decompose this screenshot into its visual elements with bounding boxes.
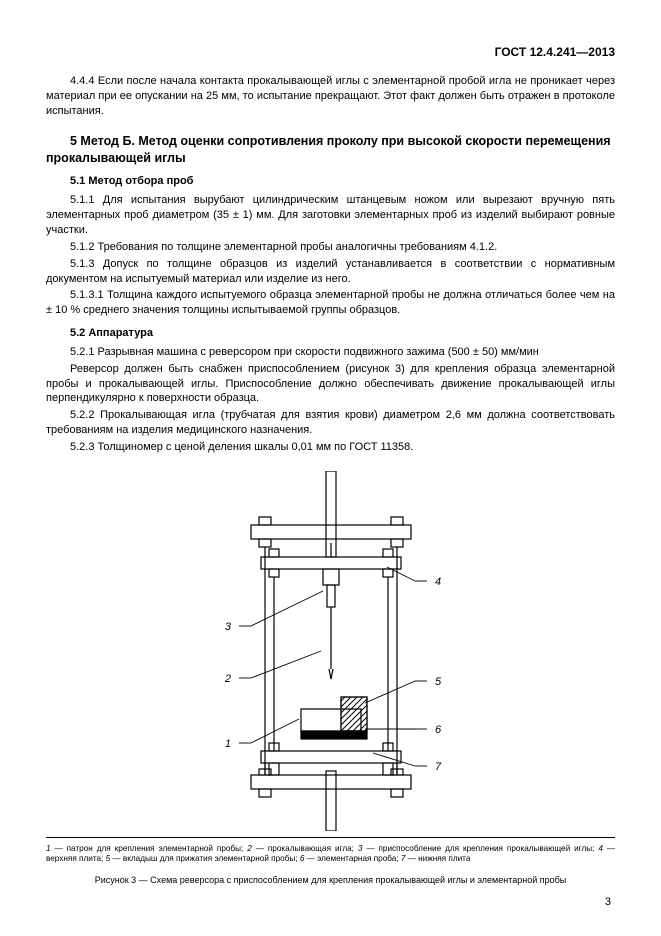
svg-text:6: 6 xyxy=(435,724,442,736)
subsection-52-title: 5.2 Аппаратура xyxy=(46,326,615,341)
page: ГОСТ 12.4.241—2013 4.4.4 Если после нача… xyxy=(0,0,661,936)
svg-text:3: 3 xyxy=(224,621,231,633)
svg-text:1: 1 xyxy=(224,738,230,750)
paragraph-444: 4.4.4 Если после начала контакта прокалы… xyxy=(46,74,615,119)
paragraph-523: 5.2.3 Толщиномер с ценой деления шкалы 0… xyxy=(46,440,615,455)
paragraph-513: 5.1.3 Допуск по толщине образцов из изде… xyxy=(46,257,615,287)
subsection-51-title: 5.1 Метод отбора проб xyxy=(46,174,615,189)
paragraph-522: 5.2.2 Прокалывающая игла (трубчатая для … xyxy=(46,408,615,438)
svg-text:4: 4 xyxy=(435,576,441,588)
document-id: ГОСТ 12.4.241—2013 xyxy=(46,44,615,60)
figure-3-svg: 1 2 3 4 5 6 7 xyxy=(151,471,511,831)
figure-3: 1 2 3 4 5 6 7 xyxy=(116,471,546,831)
figure-legend: 1 — патрон для крепления элементарной пр… xyxy=(46,844,615,865)
paragraph-521a: 5.2.1 Разрывная машина с реверсором при … xyxy=(46,345,615,360)
paragraph-511: 5.1.1 Для испытания вырубают цилиндричес… xyxy=(46,193,615,238)
section-5-title: 5 Метод Б. Метод оценки сопротивления пр… xyxy=(46,133,615,167)
paragraph-512: 5.1.2 Требования по толщине элементарной… xyxy=(46,240,615,255)
svg-text:7: 7 xyxy=(435,761,442,773)
svg-text:5: 5 xyxy=(435,676,442,688)
figure-caption: Рисунок 3 — Схема реверсора с приспособл… xyxy=(46,874,615,886)
legend-rule xyxy=(46,837,615,838)
paragraph-521b: Реверсор должен быть снабжен приспособле… xyxy=(46,362,615,407)
paragraph-5131: 5.1.3.1 Толщина каждого испытуемого обра… xyxy=(46,288,615,318)
svg-text:2: 2 xyxy=(223,673,230,685)
page-number: 3 xyxy=(605,895,611,910)
